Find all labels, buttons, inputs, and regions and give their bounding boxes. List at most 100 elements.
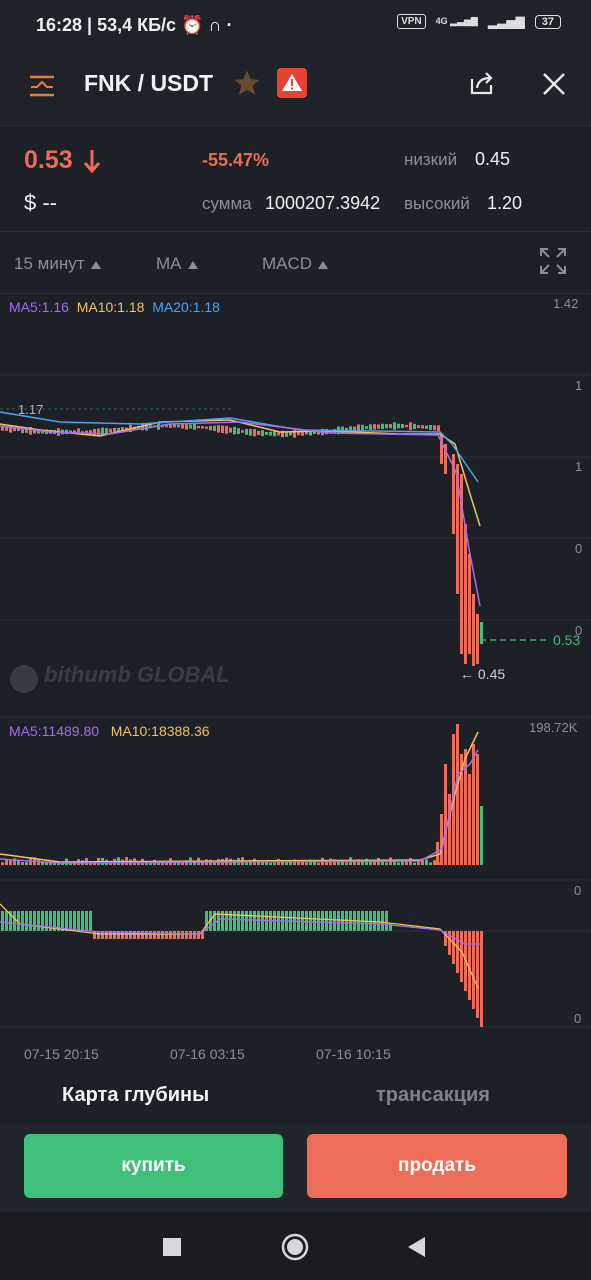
warning-icon[interactable] xyxy=(277,68,307,98)
candle xyxy=(393,422,396,430)
candle xyxy=(277,432,280,436)
interval-select[interactable]: 15 минут xyxy=(14,254,101,274)
candle xyxy=(25,428,28,433)
macd-bar xyxy=(305,911,308,931)
buy-button[interactable]: купить xyxy=(24,1134,283,1198)
macd-bar xyxy=(476,931,479,1018)
volume-bar xyxy=(285,860,288,865)
macd-bar xyxy=(13,911,16,931)
sub-indicator-select[interactable]: MACD xyxy=(262,254,329,274)
system-nav-bar xyxy=(0,1212,591,1280)
candle xyxy=(33,428,36,434)
chart-canvas[interactable]: bithumb GLOBAL xyxy=(0,294,591,1066)
volume-bar xyxy=(269,862,272,865)
macd-bar xyxy=(389,924,392,931)
arrow-down-icon xyxy=(83,150,101,174)
tab-transactions[interactable]: трансакция xyxy=(376,1084,490,1106)
candle xyxy=(361,424,364,431)
candle xyxy=(113,427,116,433)
macd-bar xyxy=(141,931,144,939)
macd-bar xyxy=(253,911,256,931)
fullscreen-icon[interactable] xyxy=(538,246,568,276)
menu-icon[interactable] xyxy=(28,72,56,100)
candle xyxy=(405,424,408,428)
macd-bar xyxy=(25,911,28,931)
market-stats: 0.53 $ -- -55.47% сумма 1000207.3942 низ… xyxy=(0,126,591,232)
volume-bar xyxy=(145,861,148,865)
home-icon[interactable] xyxy=(278,1230,312,1264)
volume-bar xyxy=(325,861,328,865)
macd-bar xyxy=(337,911,340,931)
candle xyxy=(201,426,204,429)
candlestick-chart[interactable]: bithumb GLOBAL MA5:1.16 MA10:1.18 MA20:1… xyxy=(0,294,591,1066)
candle xyxy=(417,425,420,429)
volume-bar xyxy=(301,859,304,865)
dropdown-icon xyxy=(187,260,198,269)
macd-bar xyxy=(61,911,64,931)
macd-axis-bottom: 0 xyxy=(574,1011,582,1026)
ma-lines-group xyxy=(0,411,481,607)
status-time: 16:28 | 53,4 КБ/с ⏰ ∩ · xyxy=(36,15,233,35)
macd-bar xyxy=(165,931,168,939)
macd-bar xyxy=(225,911,228,931)
candle xyxy=(181,423,184,429)
volume-max-label: 198.72K xyxy=(529,720,578,735)
candle xyxy=(173,424,176,428)
candle xyxy=(1,425,4,431)
candle xyxy=(89,430,92,435)
volume-bar xyxy=(245,860,248,865)
macd-bar xyxy=(189,931,192,939)
candle xyxy=(217,425,220,433)
macd-bar xyxy=(49,911,52,931)
candle xyxy=(193,423,196,430)
macd-bar xyxy=(121,931,124,939)
volume-bar xyxy=(313,860,316,865)
pair-title[interactable]: FNK / USDT xyxy=(84,70,214,96)
vol-ma5-label: MA5:11489.80 xyxy=(9,723,100,739)
macd-bar xyxy=(249,911,252,931)
candle xyxy=(437,425,440,432)
candle xyxy=(185,423,188,430)
volume-bar xyxy=(421,859,424,865)
candle xyxy=(177,424,180,428)
macd-bar xyxy=(460,931,463,982)
indicator-select[interactable]: MA xyxy=(156,254,198,274)
vol-ma10-label: MA10:18388.36 xyxy=(110,723,210,739)
tab-depth-chart[interactable]: Карта глубины xyxy=(62,1084,210,1106)
volume-bar xyxy=(17,860,20,865)
share-icon[interactable] xyxy=(468,69,496,97)
price-axis-label: 0 xyxy=(575,623,583,638)
amount-value: 1000207.3942 xyxy=(265,193,381,213)
macd-bar xyxy=(309,911,312,931)
candle xyxy=(93,428,96,436)
candle xyxy=(17,428,20,431)
volume-bar xyxy=(41,861,44,865)
macd-bar xyxy=(480,931,483,1027)
star-icon[interactable] xyxy=(232,68,262,98)
macd-bar xyxy=(193,931,196,939)
candle xyxy=(189,424,192,429)
macd-bar xyxy=(17,911,20,931)
watermark-text: bithumb GLOBAL xyxy=(44,662,230,687)
recent-apps-icon[interactable] xyxy=(155,1230,189,1264)
candle xyxy=(197,425,200,429)
volume-bar xyxy=(193,861,196,865)
ma20-label: MA20:1.18 xyxy=(152,299,220,315)
candle xyxy=(97,428,100,436)
ma5-label: MA5:1.16 xyxy=(9,299,69,315)
volume-bar xyxy=(460,754,463,865)
macd-bar xyxy=(341,911,344,931)
low-marker-label: ← 0.45 xyxy=(460,666,506,682)
close-icon[interactable] xyxy=(540,70,568,98)
candle xyxy=(117,427,120,432)
macd-bar xyxy=(245,911,248,931)
volume-bar xyxy=(468,774,471,865)
macd-bar xyxy=(472,931,475,1009)
candle xyxy=(285,431,288,437)
sell-button[interactable]: продать xyxy=(307,1134,567,1198)
macd-axis-top: 0 xyxy=(574,883,582,898)
status-bar: 16:28 | 53,4 КБ/с ⏰ ∩ · VPN 4G ▂▃▅▇ ▂▃▅▇… xyxy=(0,0,591,52)
back-icon[interactable] xyxy=(400,1230,434,1264)
macd-bar xyxy=(181,931,184,939)
date-label: 07-16 03:15 xyxy=(170,1046,245,1062)
